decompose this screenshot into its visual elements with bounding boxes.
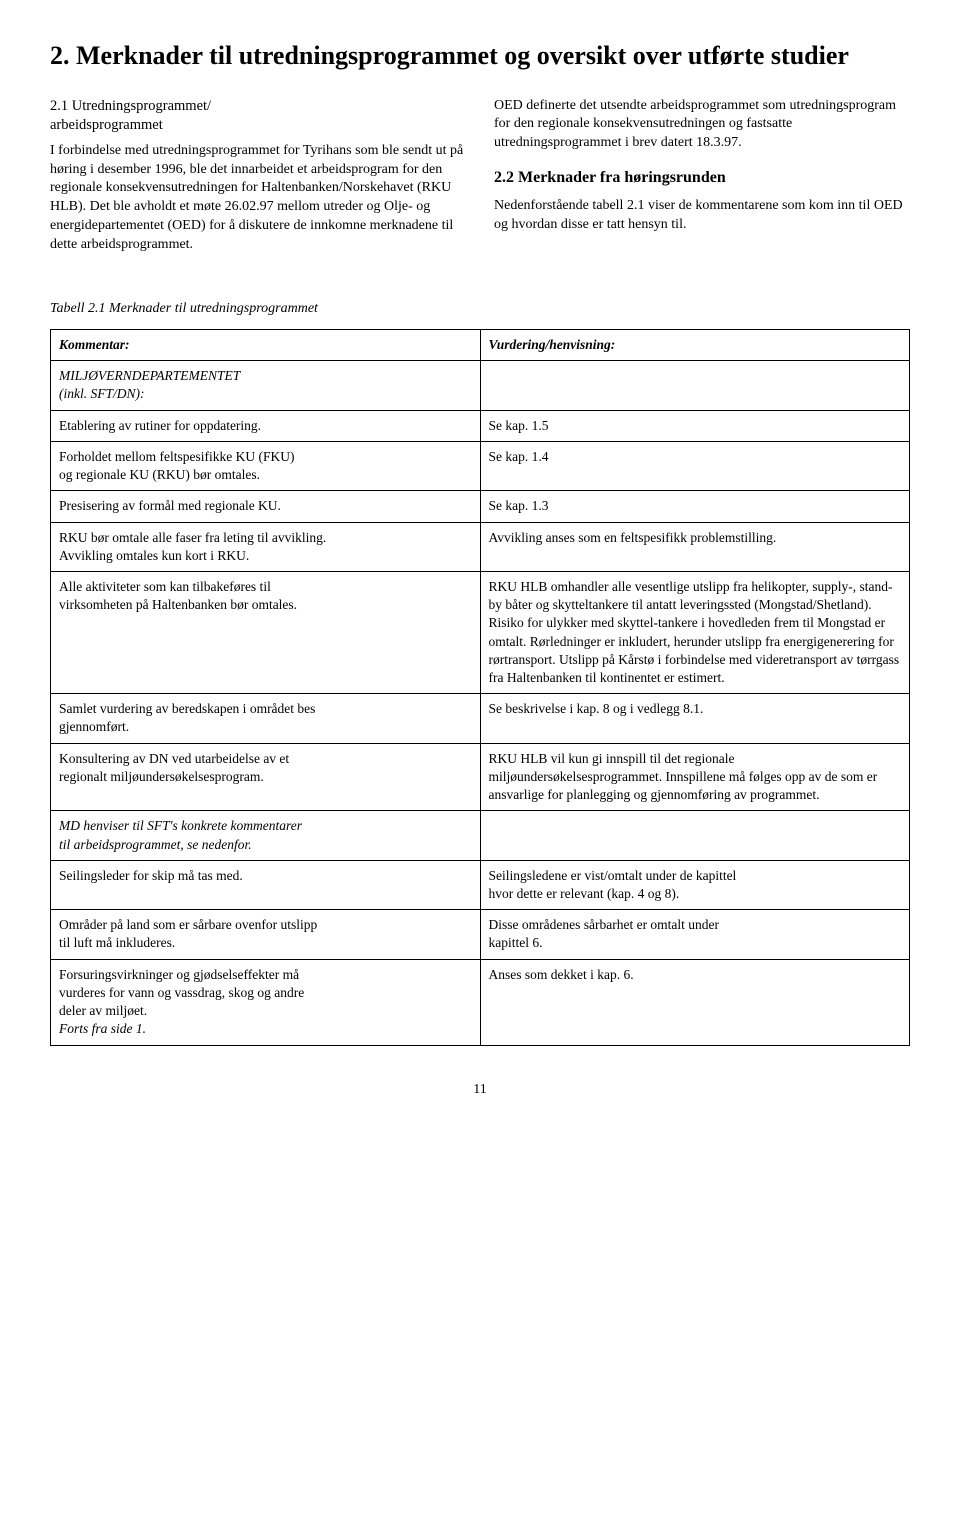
table-cell-vurdering: RKU HLB vil kun gi innspill til det regi… <box>480 743 910 811</box>
table-cell-kommentar: Områder på land som er sårbare ovenfor u… <box>51 910 481 959</box>
page-number: 11 <box>50 1082 910 1098</box>
table-row: Samlet vurdering av beredskapen i område… <box>51 694 910 743</box>
right-column: OED definerte det utsendte arbeidsprogra… <box>494 97 910 265</box>
table-cell-vurdering: Anses som dekket i kap. 6. <box>480 959 910 1045</box>
table-cell-vurdering: Se kap. 1.5 <box>480 410 910 441</box>
table-cell-kommentar: MILJØVERNDEPARTEMENTET(inkl. SFT/DN): <box>51 361 481 410</box>
left-column: 2.1 Utredningsprogrammet/ arbeidsprogram… <box>50 97 466 265</box>
right-intro-paragraph: OED definerte det utsendte arbeidsprogra… <box>494 97 910 154</box>
table-cell-kommentar: Samlet vurdering av beredskapen i område… <box>51 694 481 743</box>
table-header-vurdering: Vurdering/henvisning: <box>480 329 910 360</box>
table-cell-vurdering: Se beskrivelse i kap. 8 og i vedlegg 8.1… <box>480 694 910 743</box>
table-cell-kommentar: Forsuringsvirkninger og gjødselseffekter… <box>51 959 481 1045</box>
table-cell-vurdering: Se kap. 1.4 <box>480 441 910 490</box>
table-row: Seilingsleder for skip må tas med.Seilin… <box>51 860 910 909</box>
table-cell-kommentar: Forholdet mellom feltspesifikke KU (FKU)… <box>51 441 481 490</box>
table-cell-vurdering <box>480 361 910 410</box>
section-2-1-paragraph: I forbindelse med utredningsprogrammet f… <box>50 142 466 255</box>
table-cell-vurdering <box>480 811 910 860</box>
page-heading: 2. Merknader til utredningsprogrammet og… <box>50 40 910 73</box>
section-2-1-heading: 2.1 Utredningsprogrammet/ arbeidsprogram… <box>50 97 466 136</box>
table-row: MILJØVERNDEPARTEMENTET(inkl. SFT/DN): <box>51 361 910 410</box>
table-row: RKU bør omtale alle faser fra leting til… <box>51 522 910 571</box>
table-cell-vurdering: Se kap. 1.3 <box>480 491 910 522</box>
table-row: Forsuringsvirkninger og gjødselseffekter… <box>51 959 910 1045</box>
table-header-row: Kommentar: Vurdering/henvisning: <box>51 329 910 360</box>
table-row: Alle aktiviteter som kan tilbakeføres ti… <box>51 571 910 693</box>
body-columns: 2.1 Utredningsprogrammet/ arbeidsprogram… <box>50 97 910 265</box>
table-cell-kommentar: MD henviser til SFT's konkrete kommentar… <box>51 811 481 860</box>
table-row: Forholdet mellom feltspesifikke KU (FKU)… <box>51 441 910 490</box>
table-cell-vurdering: Seilingsledene er vist/omtalt under de k… <box>480 860 910 909</box>
table-cell-kommentar: Alle aktiviteter som kan tilbakeføres ti… <box>51 571 481 693</box>
table-row: Presisering av formål med regionale KU.S… <box>51 491 910 522</box>
table-row: Konsultering av DN ved utarbeidelse av e… <box>51 743 910 811</box>
table-cell-vurdering: Disse områdenes sårbarhet er omtalt unde… <box>480 910 910 959</box>
table-cell-vurdering: Avvikling anses som en feltspesifikk pro… <box>480 522 910 571</box>
remarks-table: Kommentar: Vurdering/henvisning: MILJØVE… <box>50 329 910 1046</box>
table-cell-kommentar: Konsultering av DN ved utarbeidelse av e… <box>51 743 481 811</box>
table-row: Områder på land som er sårbare ovenfor u… <box>51 910 910 959</box>
table-row: MD henviser til SFT's konkrete kommentar… <box>51 811 910 860</box>
section-2-2-heading: 2.2 Merknader fra høringsrunden <box>494 167 910 189</box>
table-header-kommentar: Kommentar: <box>51 329 481 360</box>
table-cell-kommentar: RKU bør omtale alle faser fra leting til… <box>51 522 481 571</box>
table-caption: Tabell 2.1 Merknader til utredningsprogr… <box>50 301 910 317</box>
table-row: Etablering av rutiner for oppdatering.Se… <box>51 410 910 441</box>
table-cell-vurdering: RKU HLB omhandler alle vesentlige utslip… <box>480 571 910 693</box>
table-cell-kommentar: Seilingsleder for skip må tas med. <box>51 860 481 909</box>
table-cell-kommentar: Etablering av rutiner for oppdatering. <box>51 410 481 441</box>
section-2-2-paragraph: Nedenforstående tabell 2.1 viser de komm… <box>494 197 910 235</box>
table-cell-kommentar: Presisering av formål med regionale KU. <box>51 491 481 522</box>
